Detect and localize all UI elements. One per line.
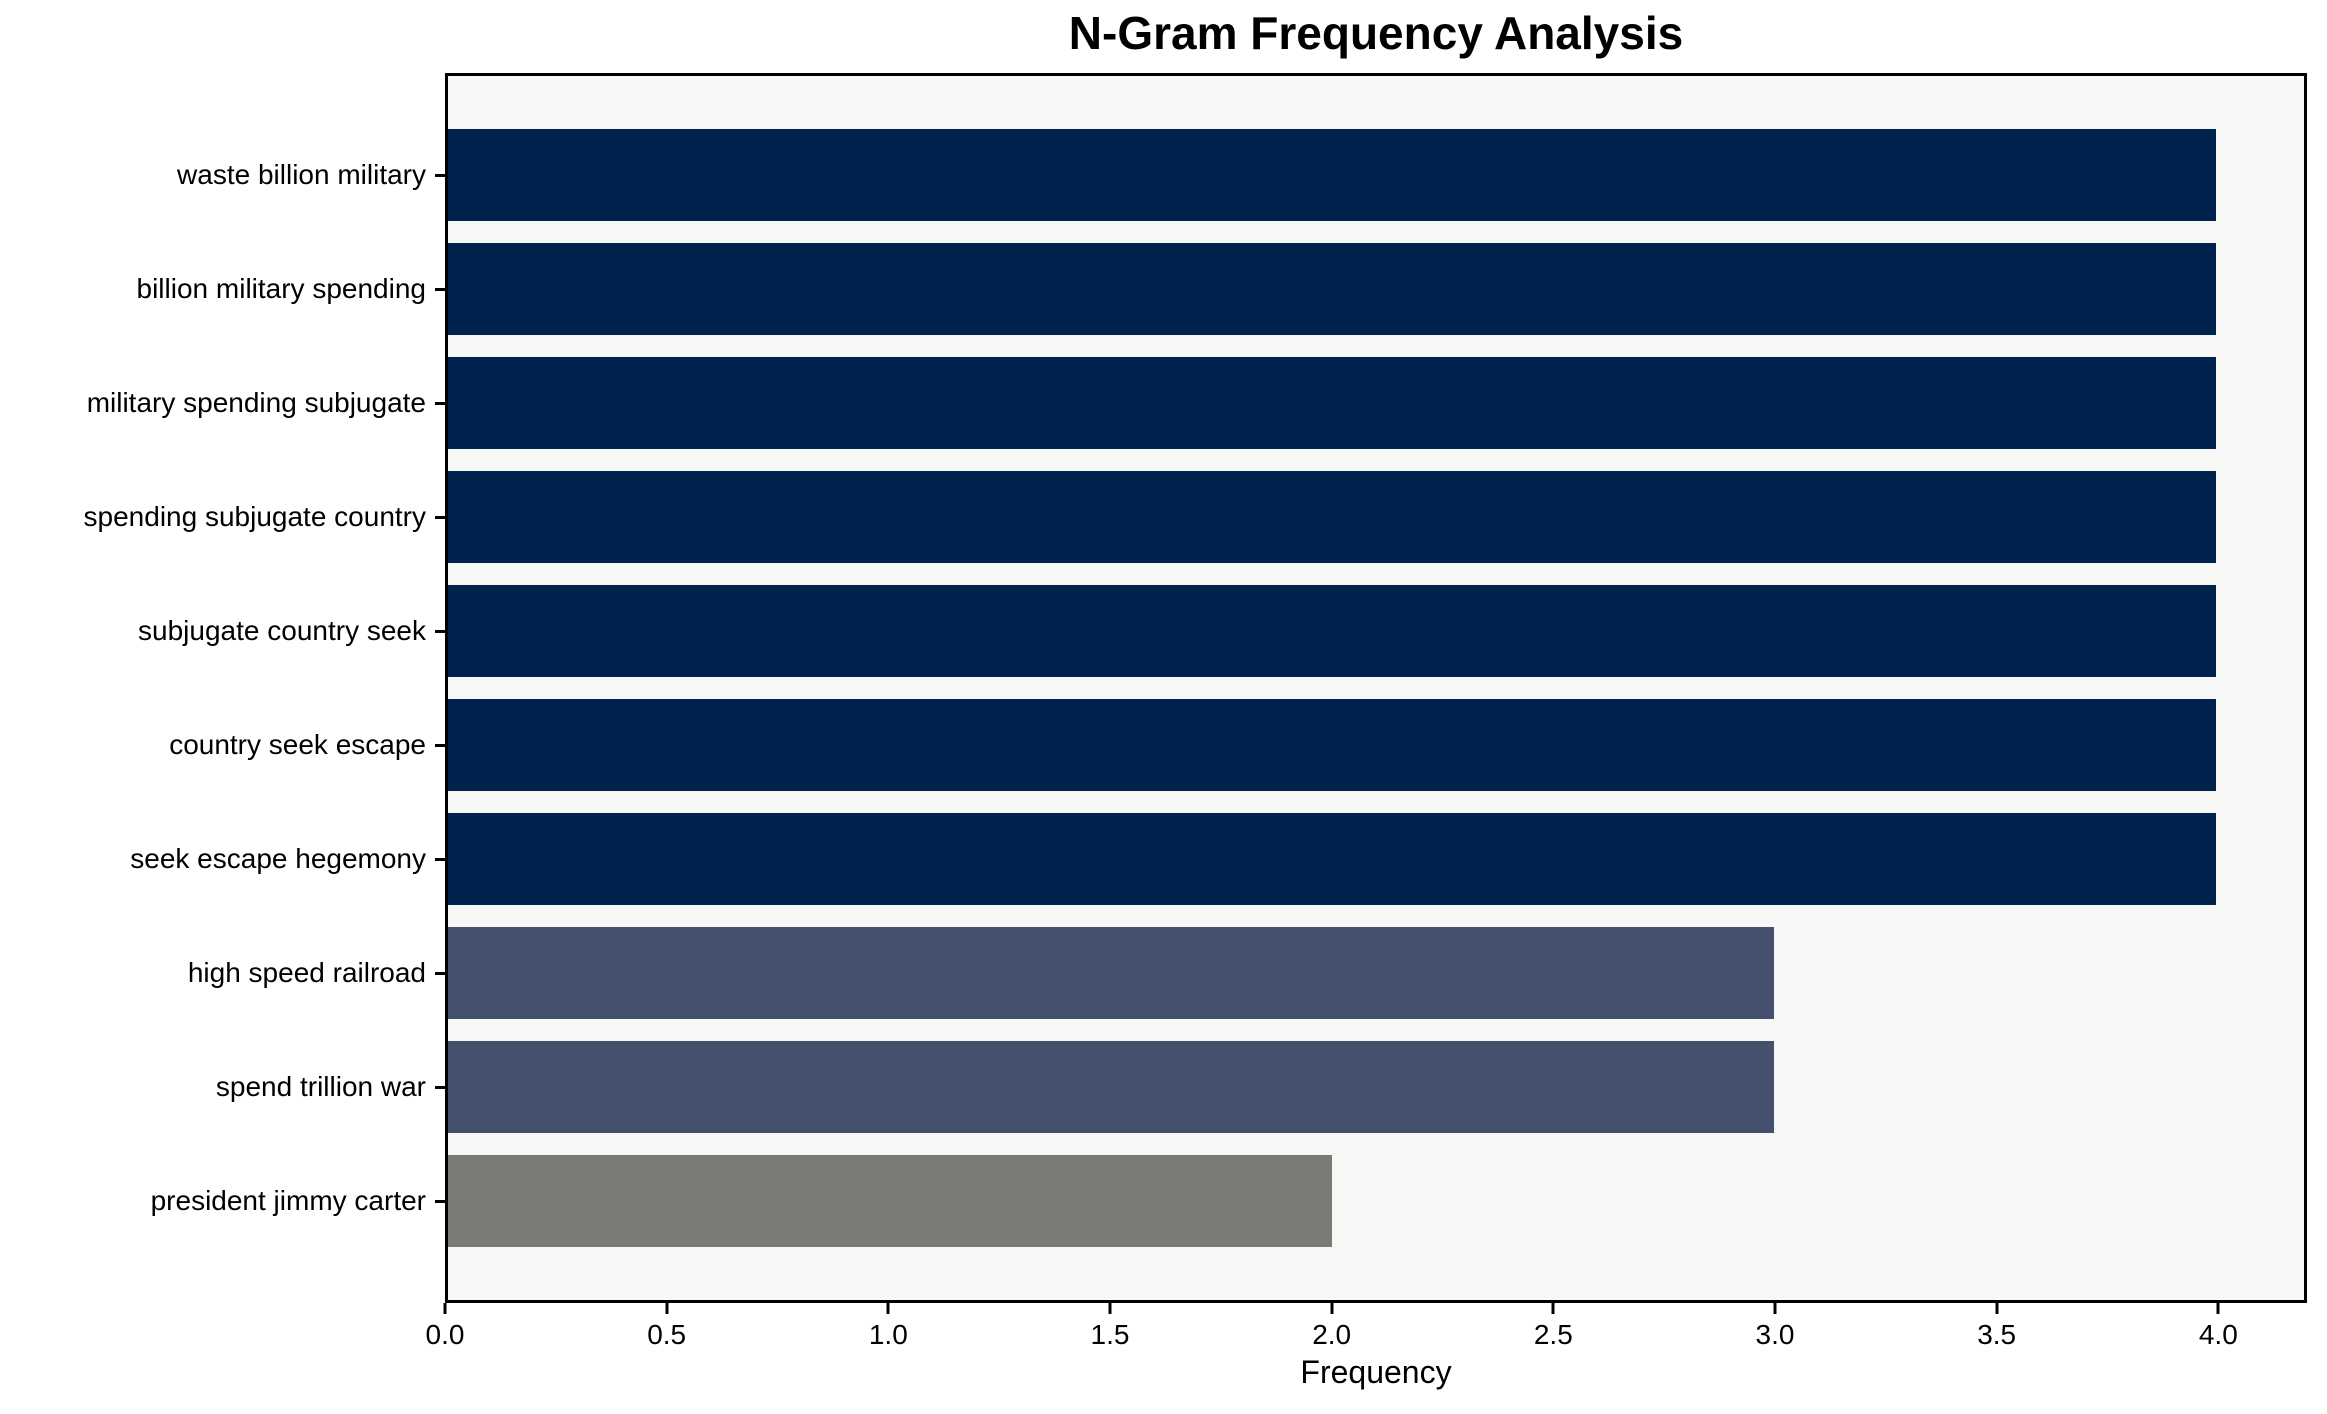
x-axis: 0.0 0.5 1.0 1.5 2.0 2.5 3.0 3.5 4.0 xyxy=(426,1303,2307,1363)
y-tick-mark xyxy=(435,743,445,747)
y-tick-row: seek escape hegemony xyxy=(0,813,445,905)
x-tick-mark xyxy=(1108,1303,1112,1314)
x-tick-label: 3.5 xyxy=(1977,1319,2017,1350)
y-tick-row: country seek escape xyxy=(0,699,445,791)
x-tick-mark xyxy=(2216,1303,2220,1314)
x-tick-mark xyxy=(443,1303,447,1314)
x-tick-mark xyxy=(1330,1303,1334,1314)
x-tick-mark xyxy=(1551,1303,1555,1314)
y-axis: waste billion military billion military s… xyxy=(0,73,445,1303)
y-tick-label: president jimmy carter xyxy=(150,1185,426,1216)
x-tick-label: 3.0 xyxy=(1755,1319,1795,1350)
y-tick-mark xyxy=(435,971,445,975)
bar xyxy=(448,243,2216,335)
x-tick-mark xyxy=(1773,1303,1777,1314)
y-tick-mark xyxy=(435,629,445,633)
y-tick-mark xyxy=(435,515,445,519)
plot-area xyxy=(445,73,2307,1303)
x-tick-mark xyxy=(1995,1303,1999,1314)
bar xyxy=(448,1041,1774,1133)
y-tick-row: president jimmy carter xyxy=(0,1155,445,1247)
y-tick-row: subjugate country seek xyxy=(0,585,445,677)
bar xyxy=(448,813,2216,905)
y-tick-mark xyxy=(435,287,445,291)
x-tick-label: 1.0 xyxy=(868,1319,908,1350)
x-tick-mark xyxy=(665,1303,669,1314)
y-tick-row: high speed railroad xyxy=(0,927,445,1019)
bar xyxy=(448,699,2216,791)
y-tick-mark xyxy=(435,401,445,405)
y-tick-label: seek escape hegemony xyxy=(130,843,426,874)
bar xyxy=(448,1155,1332,1247)
y-tick-label: high speed railroad xyxy=(187,957,426,988)
x-tick-label: 1.5 xyxy=(1090,1319,1130,1350)
y-tick-row: billion military spending xyxy=(0,243,445,335)
y-tick-mark xyxy=(435,857,445,861)
x-tick-label: 2.0 xyxy=(1312,1319,1352,1350)
x-tick-label: 0.5 xyxy=(647,1319,687,1350)
y-tick-label: spend trillion war xyxy=(215,1071,426,1102)
x-tick-label: 4.0 xyxy=(2198,1319,2238,1350)
y-tick-row: waste billion military xyxy=(0,129,445,221)
x-tick-label: 2.5 xyxy=(1533,1319,1573,1350)
x-tick-mark xyxy=(886,1303,890,1314)
x-tick-label: 0.0 xyxy=(425,1319,465,1350)
y-tick-mark xyxy=(435,1199,445,1203)
bar xyxy=(448,129,2216,221)
bar xyxy=(448,927,1774,1019)
bar xyxy=(448,357,2216,449)
y-tick-label: subjugate country seek xyxy=(138,615,426,646)
bar xyxy=(448,471,2216,563)
x-axis-title: Frequency xyxy=(1300,1354,1452,1390)
bar xyxy=(448,585,2216,677)
y-tick-label: billion military spending xyxy=(136,273,426,304)
y-tick-label: waste billion military xyxy=(177,159,426,190)
y-tick-label: spending subjugate country xyxy=(83,501,426,532)
y-tick-row: spending subjugate country xyxy=(0,471,445,563)
y-tick-label: military spending subjugate xyxy=(86,387,426,418)
y-tick-row: spend trillion war xyxy=(0,1041,445,1133)
chart-title: N-Gram Frequency Analysis xyxy=(1068,7,1684,59)
y-tick-mark xyxy=(435,1085,445,1089)
y-tick-label: country seek escape xyxy=(169,729,426,760)
y-tick-row: military spending subjugate xyxy=(0,357,445,449)
y-tick-mark xyxy=(435,173,445,177)
